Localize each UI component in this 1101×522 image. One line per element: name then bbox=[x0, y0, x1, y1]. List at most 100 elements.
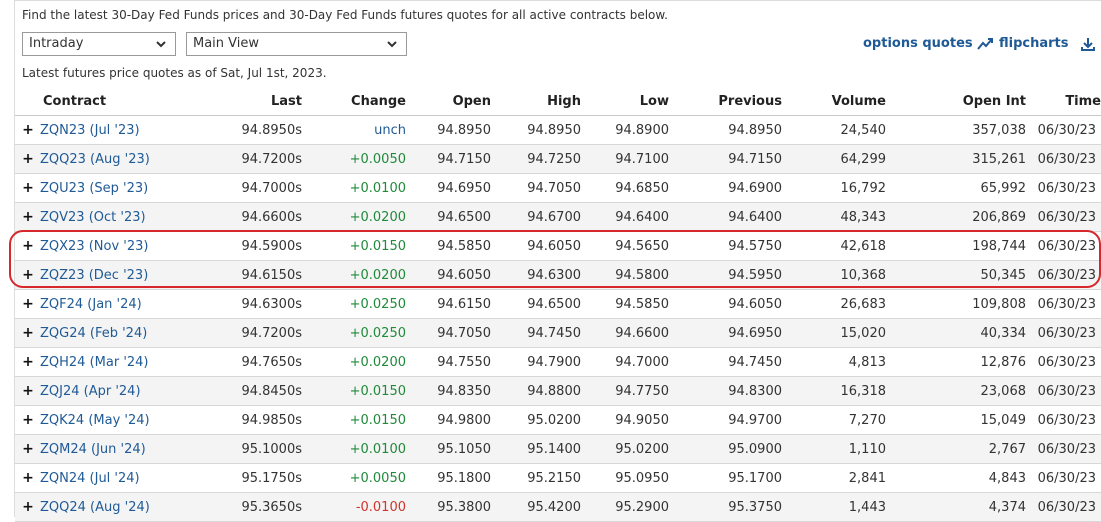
cell-open: 95.3800 bbox=[406, 492, 491, 522]
cell-low: 94.5850 bbox=[581, 289, 669, 319]
download-icon[interactable] bbox=[1080, 37, 1096, 52]
contract-link[interactable]: ZQK24 (May '24) bbox=[40, 413, 150, 428]
interval-select[interactable]: Intraday bbox=[22, 32, 176, 56]
cell-open: 94.7050 bbox=[406, 318, 491, 348]
cell-last: 94.6300s bbox=[160, 289, 302, 319]
table-row: + ZQQ23 (Aug '23) 94.7200s +0.0050 94.7150 94… bbox=[15, 144, 1101, 174]
interval-select-value: Intraday bbox=[29, 36, 84, 51]
cell-time: 06/30/23 bbox=[1026, 434, 1101, 464]
expand-plus-icon[interactable]: + bbox=[22, 296, 34, 312]
toolbar-links: options quotes flipcharts bbox=[861, 36, 1101, 54]
expand-plus-icon[interactable]: + bbox=[22, 238, 34, 254]
intro-text: Find the latest 30-Day Fed Funds prices … bbox=[22, 8, 668, 22]
cell-change: +0.0250 bbox=[302, 318, 406, 348]
cell-high: 94.7900 bbox=[491, 347, 581, 377]
col-header-open-int[interactable]: Open Int bbox=[886, 88, 1026, 116]
expand-plus-icon[interactable]: + bbox=[22, 470, 34, 486]
cell-low: 95.2900 bbox=[581, 492, 669, 522]
cell-change: -0.0100 bbox=[302, 492, 406, 522]
contract-link[interactable]: ZQQ23 (Aug '23) bbox=[40, 152, 150, 167]
contract-link[interactable]: ZQZ23 (Dec '23) bbox=[40, 268, 149, 283]
cell-previous: 94.6050 bbox=[669, 289, 782, 319]
expand-plus-icon[interactable]: + bbox=[22, 325, 34, 341]
cell-high: 94.7450 bbox=[491, 318, 581, 348]
cell-open: 95.1800 bbox=[406, 463, 491, 493]
cell-high: 95.0200 bbox=[491, 405, 581, 435]
contract-link[interactable]: ZQN23 (Jul '23) bbox=[40, 123, 140, 138]
cell-last: 95.1000s bbox=[160, 434, 302, 464]
col-header-time[interactable]: Time bbox=[1026, 88, 1101, 116]
expand-plus-icon[interactable]: + bbox=[22, 209, 34, 225]
expand-plus-icon[interactable]: + bbox=[22, 441, 34, 457]
cell-contract: + ZQJ24 (Apr '24) bbox=[15, 376, 160, 406]
cell-high: 94.6500 bbox=[491, 289, 581, 319]
cell-open: 94.6950 bbox=[406, 173, 491, 203]
chevron-down-icon bbox=[156, 41, 166, 48]
contract-link[interactable]: ZQV23 (Oct '23) bbox=[40, 210, 146, 225]
cell-open: 94.8350 bbox=[406, 376, 491, 406]
cell-last: 94.6600s bbox=[160, 202, 302, 232]
chevron-down-icon bbox=[387, 41, 397, 48]
expand-plus-icon[interactable]: + bbox=[22, 354, 34, 370]
cell-contract: + ZQK24 (May '24) bbox=[15, 405, 160, 435]
cell-open: 94.6500 bbox=[406, 202, 491, 232]
expand-plus-icon[interactable]: + bbox=[22, 267, 34, 283]
col-header-contract[interactable]: Contract bbox=[15, 88, 160, 116]
table-row: + ZQH24 (Mar '24) 94.7650s +0.0200 94.7550 94… bbox=[15, 347, 1101, 377]
cell-last: 94.9850s bbox=[160, 405, 302, 435]
col-header-low[interactable]: Low bbox=[581, 88, 669, 116]
expand-plus-icon[interactable]: + bbox=[22, 180, 34, 196]
expand-plus-icon[interactable]: + bbox=[22, 499, 34, 515]
contract-link[interactable]: ZQG24 (Feb '24) bbox=[40, 326, 148, 341]
cell-previous: 94.8950 bbox=[669, 115, 782, 145]
cell-previous: 94.7150 bbox=[669, 144, 782, 174]
cell-low: 94.9050 bbox=[581, 405, 669, 435]
cell-change: +0.0050 bbox=[302, 463, 406, 493]
cell-last: 95.1750s bbox=[160, 463, 302, 493]
cell-previous: 94.7450 bbox=[669, 347, 782, 377]
contract-link[interactable]: ZQU23 (Sep '23) bbox=[40, 181, 149, 196]
cell-volume: 15,020 bbox=[782, 318, 886, 348]
cell-time: 06/30/23 bbox=[1026, 231, 1101, 261]
cell-high: 94.6300 bbox=[491, 260, 581, 290]
contract-link[interactable]: ZQN24 (Jul '24) bbox=[40, 471, 140, 486]
cell-low: 95.0200 bbox=[581, 434, 669, 464]
col-header-previous[interactable]: Previous bbox=[669, 88, 782, 116]
cell-change: +0.0250 bbox=[302, 289, 406, 319]
col-header-change[interactable]: Change bbox=[302, 88, 406, 116]
contract-link[interactable]: ZQH24 (Mar '24) bbox=[40, 355, 149, 370]
expand-plus-icon[interactable]: + bbox=[22, 412, 34, 428]
col-header-open[interactable]: Open bbox=[406, 88, 491, 116]
col-header-volume[interactable]: Volume bbox=[782, 88, 886, 116]
table-row: + ZQM24 (Jun '24) 95.1000s +0.0100 95.1050 95… bbox=[15, 434, 1101, 464]
cell-last: 94.5900s bbox=[160, 231, 302, 261]
expand-plus-icon[interactable]: + bbox=[22, 383, 34, 399]
cell-change: +0.0150 bbox=[302, 231, 406, 261]
cell-contract: + ZQN23 (Jul '23) bbox=[15, 115, 160, 145]
cell-time: 06/30/23 bbox=[1026, 115, 1101, 145]
col-header-high[interactable]: High bbox=[491, 88, 581, 116]
cell-time: 06/30/23 bbox=[1026, 376, 1101, 406]
cell-low: 94.7000 bbox=[581, 347, 669, 377]
cell-open-int: 65,992 bbox=[886, 173, 1026, 203]
expand-plus-icon[interactable]: + bbox=[22, 122, 34, 138]
contract-link[interactable]: ZQM24 (Jun '24) bbox=[40, 442, 146, 457]
contract-link[interactable]: ZQJ24 (Apr '24) bbox=[40, 384, 141, 399]
view-select[interactable]: Main View bbox=[186, 32, 407, 56]
cell-open-int: 315,261 bbox=[886, 144, 1026, 174]
col-header-last[interactable]: Last bbox=[160, 88, 302, 116]
cell-time: 06/30/23 bbox=[1026, 405, 1101, 435]
trend-chart-icon bbox=[977, 38, 993, 50]
cell-high: 95.1400 bbox=[491, 434, 581, 464]
cell-volume: 2,841 bbox=[782, 463, 886, 493]
contract-link[interactable]: ZQF24 (Jan '24) bbox=[40, 297, 142, 312]
cell-previous: 95.1700 bbox=[669, 463, 782, 493]
cell-low: 94.5800 bbox=[581, 260, 669, 290]
table-row: + ZQK24 (May '24) 94.9850s +0.0150 94.9800 95… bbox=[15, 405, 1101, 435]
contract-link[interactable]: ZQQ24 (Aug '24) bbox=[40, 500, 150, 515]
contract-link[interactable]: ZQX23 (Nov '23) bbox=[40, 239, 149, 254]
expand-plus-icon[interactable]: + bbox=[22, 151, 34, 167]
options-quotes-link[interactable]: options quotes bbox=[863, 36, 973, 51]
flipcharts-link[interactable]: flipcharts bbox=[999, 36, 1069, 51]
cell-open-int: 4,843 bbox=[886, 463, 1026, 493]
